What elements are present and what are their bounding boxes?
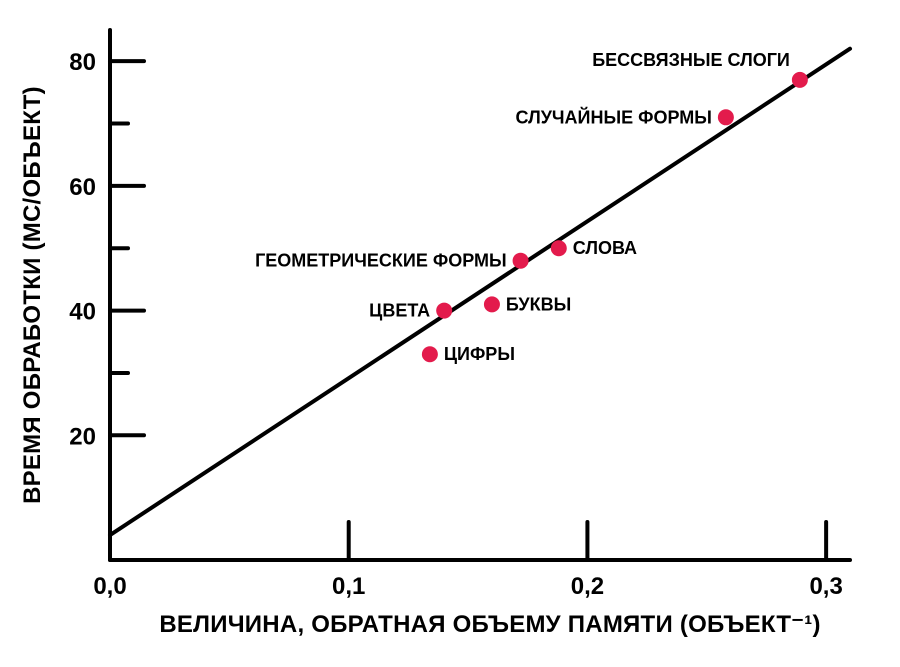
regression-line [110, 49, 850, 535]
x-axis-title: ВЕЛИЧИНА, ОБРАТНАЯ ОБЪЕМУ ПАМЯТИ (ОБЪЕКТ… [159, 611, 820, 638]
x-tick-label: 0,1 [332, 573, 365, 600]
data-point-label: БЕССВЯЗНЫЕ СЛОГИ [592, 50, 790, 70]
data-point-label: ЦИФРЫ [444, 344, 515, 364]
data-point [484, 296, 500, 312]
data-point-label: ГЕОМЕТРИЧЕСКИЕ ФОРМЫ [255, 251, 506, 271]
x-tick-label: 0,3 [809, 573, 842, 600]
data-point [718, 109, 734, 125]
data-point-label: ЦВЕТА [369, 301, 430, 321]
data-point-label: СЛУЧАЙНЫЕ ФОРМЫ [516, 106, 712, 127]
y-tick-label: 40 [69, 299, 96, 326]
data-point [436, 303, 452, 319]
scatter-chart: 0,0 0,1 0,2 0,3 20 40 60 80 ЦИФРЫ ЦВЕТА БУКВЫ ГЕОМЕ… [0, 0, 900, 667]
y-tick-label: 20 [69, 423, 96, 450]
data-point [551, 240, 567, 256]
data-point [513, 253, 529, 269]
data-point-label: СЛОВА [573, 238, 637, 258]
y-tick-label: 80 [69, 49, 96, 76]
data-point [422, 346, 438, 362]
x-tick-label: 0,0 [93, 573, 126, 600]
data-point [792, 72, 808, 88]
x-tick-label: 0,2 [571, 573, 604, 600]
y-axis-title: ВРЕМЯ ОБРАБОТКИ (МС/ОБЪЕКТ) [19, 86, 46, 504]
data-point-label: БУКВЫ [506, 294, 571, 314]
y-tick-label: 60 [69, 174, 96, 201]
